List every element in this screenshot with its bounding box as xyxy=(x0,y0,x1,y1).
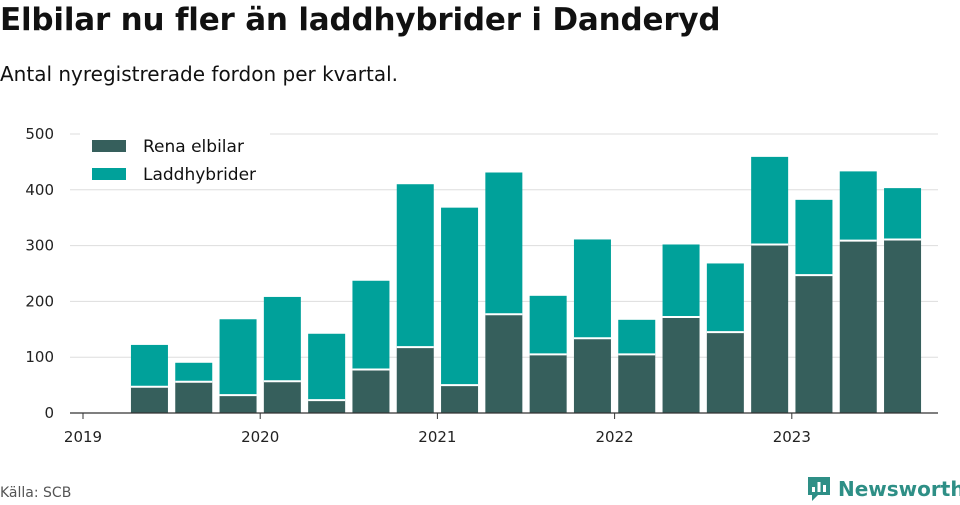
bar-laddhybrider xyxy=(795,199,833,276)
bar-rena-elbilar xyxy=(175,381,213,413)
bar-laddhybrider xyxy=(884,188,922,240)
legend: Rena elbilar Laddhybrider xyxy=(80,131,270,188)
bar-rena-elbilar xyxy=(618,354,656,413)
bar-rena-elbilar xyxy=(884,239,922,413)
bar-laddhybrider xyxy=(485,172,523,315)
source-note: Källa: SCB xyxy=(0,485,72,501)
legend-swatch xyxy=(92,168,126,180)
bar-rena-elbilar xyxy=(263,381,301,413)
bar-laddhybrider xyxy=(573,239,611,339)
bar-rena-elbilar xyxy=(662,317,700,413)
bar-laddhybrider xyxy=(308,333,346,401)
y-tick-label: 100 xyxy=(25,348,54,366)
bar-laddhybrider xyxy=(618,319,656,355)
y-tick-label: 300 xyxy=(25,237,54,255)
bar-rena-elbilar xyxy=(441,385,479,413)
x-tick-label: 2022 xyxy=(596,428,634,446)
bar-laddhybrider xyxy=(529,295,567,355)
bar-laddhybrider xyxy=(175,362,213,382)
bar-laddhybrider xyxy=(352,280,390,370)
bar-rena-elbilar xyxy=(706,332,744,413)
bars xyxy=(130,156,922,413)
bar-laddhybrider xyxy=(839,171,877,241)
bar-laddhybrider xyxy=(263,296,301,382)
chart-subtitle: Antal nyregistrerade fordon per kvartal. xyxy=(0,62,399,86)
x-tick-label: 2019 xyxy=(64,428,102,446)
x-tick-label: 2023 xyxy=(773,428,811,446)
bar-laddhybrider xyxy=(662,244,700,318)
bar-rena-elbilar xyxy=(308,400,346,413)
y-tick-label: 500 xyxy=(25,125,54,143)
y-tick-label: 400 xyxy=(25,181,54,199)
bar-rena-elbilar xyxy=(352,369,390,413)
y-tick-label: 0 xyxy=(44,404,54,422)
bar-laddhybrider xyxy=(706,263,744,333)
bar-rena-elbilar xyxy=(219,395,257,413)
bar-laddhybrider xyxy=(441,207,479,386)
chart-title: Elbilar nu fler än laddhybrider i Dander… xyxy=(0,2,721,38)
bar-chart-speech-bubble-icon xyxy=(808,477,830,501)
legend-label: Laddhybrider xyxy=(143,165,256,185)
axes: 0 100 200 300 400 500 2019 2020 2021 2022 2023 xyxy=(25,125,938,446)
bar-rena-elbilar xyxy=(795,275,833,413)
legend-label: Rena elbilar xyxy=(143,137,244,157)
x-tick-label: 2021 xyxy=(418,428,456,446)
bar-laddhybrider xyxy=(751,156,789,245)
bar-rena-elbilar xyxy=(839,240,877,413)
stacked-bar-chart: 0 100 200 300 400 500 2019 2020 2021 2022 2023 Ren… xyxy=(25,125,938,446)
bar-laddhybrider xyxy=(130,344,168,387)
bar-rena-elbilar xyxy=(529,354,567,413)
bar-laddhybrider xyxy=(219,319,257,396)
legend-swatch xyxy=(92,140,126,152)
brand-logo: Newsworthy xyxy=(806,474,960,504)
bar-rena-elbilar xyxy=(573,338,611,413)
y-tick-label: 200 xyxy=(25,292,54,310)
bar-rena-elbilar xyxy=(485,314,523,413)
bar-rena-elbilar xyxy=(751,244,789,413)
brand-name: Newsworthy xyxy=(838,477,960,501)
bar-laddhybrider xyxy=(396,184,434,348)
bar-rena-elbilar xyxy=(396,347,434,413)
x-tick-label: 2020 xyxy=(241,428,279,446)
bar-rena-elbilar xyxy=(130,386,168,413)
